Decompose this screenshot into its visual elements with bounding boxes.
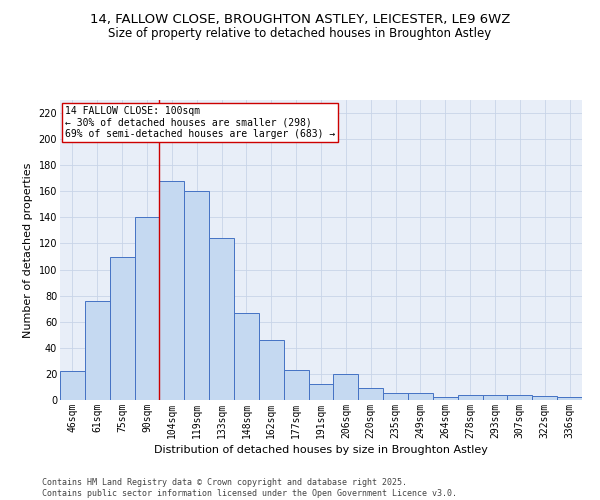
Bar bbox=[508, 395, 532, 400]
Bar bbox=[259, 340, 284, 400]
Bar bbox=[482, 395, 508, 400]
Bar bbox=[532, 396, 557, 400]
Bar bbox=[358, 388, 383, 400]
Bar bbox=[134, 218, 160, 400]
Y-axis label: Number of detached properties: Number of detached properties bbox=[23, 162, 33, 338]
Bar bbox=[334, 374, 358, 400]
Bar bbox=[60, 372, 85, 400]
Bar bbox=[308, 384, 334, 400]
Bar bbox=[85, 301, 110, 400]
Bar bbox=[383, 394, 408, 400]
Text: Size of property relative to detached houses in Broughton Astley: Size of property relative to detached ho… bbox=[109, 28, 491, 40]
Bar bbox=[458, 395, 482, 400]
Bar bbox=[433, 398, 458, 400]
Text: 14, FALLOW CLOSE, BROUGHTON ASTLEY, LEICESTER, LE9 6WZ: 14, FALLOW CLOSE, BROUGHTON ASTLEY, LEIC… bbox=[90, 12, 510, 26]
Bar bbox=[209, 238, 234, 400]
Text: 14 FALLOW CLOSE: 100sqm
← 30% of detached houses are smaller (298)
69% of semi-d: 14 FALLOW CLOSE: 100sqm ← 30% of detache… bbox=[65, 106, 335, 139]
Bar bbox=[184, 192, 209, 400]
Bar bbox=[284, 370, 308, 400]
Bar bbox=[408, 394, 433, 400]
X-axis label: Distribution of detached houses by size in Broughton Astley: Distribution of detached houses by size … bbox=[154, 445, 488, 455]
Bar bbox=[557, 398, 582, 400]
Bar bbox=[234, 312, 259, 400]
Bar bbox=[110, 256, 134, 400]
Text: Contains HM Land Registry data © Crown copyright and database right 2025.
Contai: Contains HM Land Registry data © Crown c… bbox=[42, 478, 457, 498]
Bar bbox=[160, 181, 184, 400]
